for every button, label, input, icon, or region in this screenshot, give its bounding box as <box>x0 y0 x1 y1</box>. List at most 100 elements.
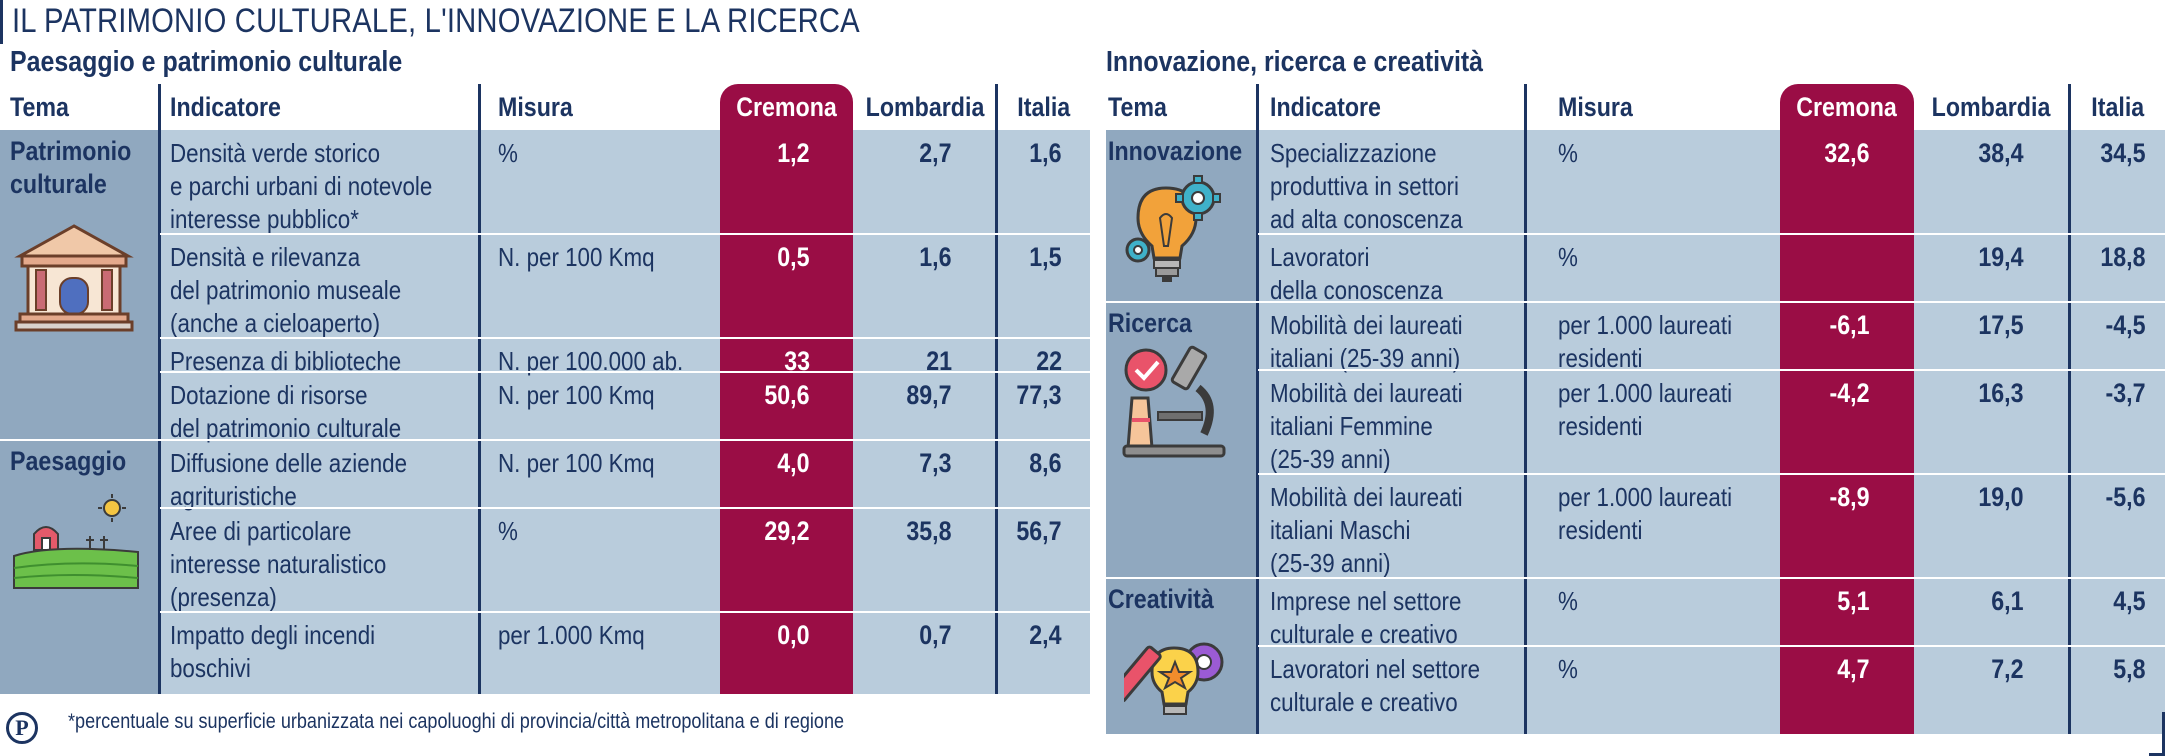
measure-text: residenti <box>1558 411 1643 441</box>
measure-text: % <box>498 138 518 168</box>
cremona-column <box>720 84 853 694</box>
row-divider <box>160 337 1090 339</box>
header-cremona: Cremona <box>1796 91 1898 122</box>
value-lombardia: 1,6 <box>919 242 952 272</box>
value-cremona: 0,0 <box>777 620 810 650</box>
left-table: Tema Indicatore Misura Cremona Lombardia… <box>0 84 1090 694</box>
value-cremona: 1,2 <box>777 138 810 168</box>
microscope-icon <box>1122 345 1226 458</box>
value-italia: 1,6 <box>1029 138 1062 168</box>
indicator-text: Impatto degli incendi <box>170 620 376 650</box>
value-lombardia: 38,4 <box>1978 138 2024 168</box>
column-divider <box>478 84 481 694</box>
indicator-text: Specializzazione <box>1270 138 1437 168</box>
value-italia: 77,3 <box>1016 380 1062 410</box>
indicator-text: interesse pubblico* <box>170 204 359 234</box>
indicator-text: italiani (25-39 anni) <box>1270 343 1461 373</box>
column-divider <box>158 84 161 694</box>
value-italia: 1,5 <box>1029 242 1062 272</box>
theme-label: Paesaggio <box>10 446 127 476</box>
value-italia: 22 <box>1036 346 1062 376</box>
value-italia: 5,8 <box>2113 654 2146 684</box>
measure-text: per 1.000 laureati <box>1558 378 1733 408</box>
header-tema: Tema <box>1108 91 1167 122</box>
column-divider <box>1256 84 1259 734</box>
publisher-logo: P <box>6 712 38 744</box>
indicator-text: Densità verde storico <box>170 138 381 168</box>
cremona-column <box>1780 84 1914 734</box>
row-divider <box>1258 645 2165 647</box>
theme-label: Ricerca <box>1108 308 1192 338</box>
table-body-bg <box>1106 130 2165 734</box>
value-italia: -4,5 <box>2105 310 2146 340</box>
measure-text: N. per 100 Kmq <box>498 448 655 478</box>
measure-text: % <box>1558 138 1578 168</box>
header-lombardia: Lombardia <box>865 91 985 122</box>
measure-text: N. per 100 Kmq <box>498 242 655 272</box>
measure-text: % <box>1558 654 1578 684</box>
frame-corner <box>2149 712 2165 756</box>
column-divider <box>2068 84 2071 734</box>
indicator-text: Mobilità dei laureati <box>1270 310 1463 340</box>
value-cremona: -8,9 <box>1829 482 1870 512</box>
indicator-text: Diffusione delle aziende <box>170 448 408 478</box>
value-lombardia: 19,4 <box>1978 242 2024 272</box>
measure-text: N. per 100.000 ab. <box>498 346 684 376</box>
theme-label: Innovazione <box>1108 136 1243 166</box>
value-italia: 34,5 <box>2100 138 2146 168</box>
museum-icon <box>14 224 134 332</box>
value-lombardia: 0,7 <box>919 620 952 650</box>
indicator-text: della conoscenza <box>1270 275 1443 305</box>
row-divider <box>160 507 1090 509</box>
page-title: IL PATRIMONIO CULTURALE, L'INNOVAZIONE E… <box>12 2 860 40</box>
right-table: Tema Indicatore Misura Cremona Lombardia… <box>1106 84 2165 734</box>
measure-text: per 1.000 laureati <box>1558 310 1733 340</box>
indicator-text: produttiva in settori <box>1270 171 1459 201</box>
value-cremona: -6,1 <box>1829 310 1870 340</box>
value-lombardia: 19,0 <box>1978 482 2024 512</box>
value-cremona: 0,5 <box>777 242 810 272</box>
value-cremona: -4,2 <box>1829 378 1870 408</box>
measure-text: % <box>1558 242 1578 272</box>
row-divider <box>1106 301 2165 303</box>
value-italia: 4,5 <box>2113 586 2146 616</box>
value-lombardia: 16,3 <box>1978 378 2024 408</box>
measure-text: residenti <box>1558 515 1643 545</box>
indicator-text: del patrimonio museale <box>170 275 402 305</box>
right-panel-title: Innovazione, ricerca e creatività <box>1106 46 1484 78</box>
theme-label: Patrimonio <box>10 136 132 166</box>
value-cremona: 32,6 <box>1824 138 1870 168</box>
measure-text: per 1.000 Kmq <box>498 620 645 650</box>
indicator-text: culturale e creativo <box>1270 687 1458 717</box>
indicator-text: Imprese nel settore <box>1270 586 1462 616</box>
value-lombardia: 7,2 <box>1991 654 2024 684</box>
row-divider <box>160 371 1090 373</box>
indicator-text: Lavoratori nel settore <box>1270 654 1481 684</box>
indicator-text: ad alta conoscenza <box>1270 204 1463 234</box>
header-italia: Italia <box>1017 91 1070 122</box>
indicator-text: Dotazione di risorse <box>170 380 368 410</box>
farm-landscape-icon <box>13 494 139 589</box>
header-italia: Italia <box>2091 91 2144 122</box>
value-cremona: 5,1 <box>1837 586 1870 616</box>
value-cremona: 4,0 <box>777 448 810 478</box>
indicator-text: Mobilità dei laureati <box>1270 378 1463 408</box>
indicator-text: (anche a cieloaperto) <box>170 308 381 338</box>
header-indicatore: Indicatore <box>170 91 281 122</box>
header-cremona: Cremona <box>736 91 837 122</box>
indicator-text: del patrimonio culturale <box>170 413 402 443</box>
indicator-text: (25-39 anni) <box>1270 444 1391 474</box>
header-misura: Misura <box>498 91 573 122</box>
indicator-text: interesse naturalistico <box>170 549 387 579</box>
value-lombardia: 89,7 <box>906 380 952 410</box>
value-italia: -3,7 <box>2105 378 2146 408</box>
measure-text: residenti <box>1558 343 1643 373</box>
row-divider <box>1258 473 2165 475</box>
row-divider <box>160 233 1090 235</box>
column-divider <box>1524 84 1527 734</box>
indicator-text: italiani Femmine <box>1270 411 1433 441</box>
indicator-text: Aree di particolare <box>170 516 352 546</box>
measure-text: % <box>1558 586 1578 616</box>
row-divider <box>1258 369 2165 371</box>
row-divider <box>0 439 1090 441</box>
